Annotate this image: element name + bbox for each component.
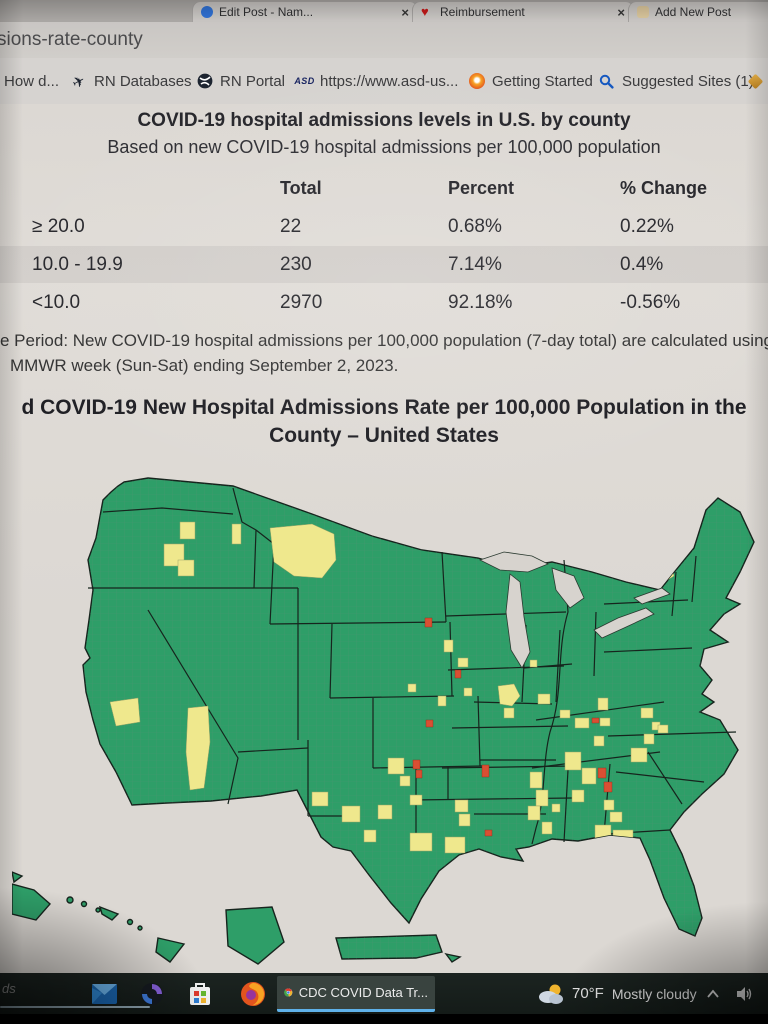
table-header-row: Total Percent % Change	[0, 170, 768, 207]
store-app-icon[interactable]	[188, 973, 212, 1014]
tab-label: Add New Post	[655, 5, 732, 19]
wordpress-favicon-icon	[201, 6, 213, 18]
bookmark-overflow[interactable]	[747, 58, 764, 104]
tab-label: Reimbursement	[440, 5, 525, 19]
globe-icon	[196, 73, 213, 90]
map-heading: d COVID-19 New Hospital Admissions Rate …	[21, 396, 747, 447]
col-header-total: Total	[280, 178, 322, 198]
chrome-icon	[284, 988, 293, 997]
heart-favicon-icon: ♥	[421, 3, 429, 19]
page-favicon-icon	[637, 6, 649, 18]
task-label: CDC COVID Data Tr...	[298, 985, 428, 1000]
weather-temp: 70°F	[572, 985, 604, 1002]
windows-taskbar: ds CDC COVID Data Tr...	[0, 973, 768, 1014]
loop-app-icon[interactable]	[140, 973, 164, 1014]
active-task-cdc-covid[interactable]: CDC COVID Data Tr...	[277, 976, 435, 1012]
alaska-inset	[11, 883, 51, 921]
hawaii-inset	[155, 937, 186, 963]
page-content: COVID-19 hospital admissions levels in U…	[0, 104, 768, 973]
tab-reimbursement[interactable]: ♥ Reimbursement ×	[412, 2, 634, 22]
bookmark-rn-portal[interactable]: RN Portal	[196, 58, 285, 104]
map-svg	[11, 477, 755, 965]
bookmark-how-d[interactable]: How d...	[4, 72, 60, 90]
tab-close-icon[interactable]: ×	[617, 4, 625, 20]
mail-app-icon[interactable]	[92, 973, 117, 1014]
report-title: COVID-19 hospital admissions levels in U…	[137, 110, 631, 131]
bookmark-asd-url[interactable]: ASD https://www.asd-us...	[294, 72, 459, 90]
monitor-bezel	[0, 1014, 768, 1024]
partly-cloudy-icon	[539, 984, 563, 1004]
plane-icon: ✈	[69, 70, 89, 92]
weather-condition: Mostly cloudy	[611, 985, 697, 1002]
dc-inset	[225, 906, 285, 965]
bookmark-getting-started[interactable]: Getting Started	[468, 58, 593, 104]
firefox-orange-icon	[468, 73, 485, 90]
table-row: 10.0 - 19.9 230 7.14% 0.4%	[0, 246, 768, 283]
bookmark-rn-databases[interactable]: ✈ RN Databases	[69, 58, 191, 104]
tab-close-icon[interactable]: ×	[401, 4, 409, 20]
report-subtitle: Based on new COVID-19 hospital admission…	[107, 137, 661, 157]
tray-chevron-icon[interactable]	[706, 973, 720, 1014]
col-header-change: % Change	[620, 178, 708, 198]
col-header-percent: Percent	[448, 178, 515, 198]
glare-streak	[0, 1006, 150, 1008]
taskbar-left-fragment: ds	[2, 981, 16, 996]
bookmark-suggested-sites[interactable]: Suggested Sites (1)	[598, 58, 754, 104]
search-icon	[598, 73, 615, 90]
us-county-map[interactable]	[11, 452, 756, 972]
browser-tab-strip: Edit Post - Nam... × ♥ Reimbursement × A…	[0, 0, 768, 22]
table-row: <10.0 2970 92.18% -0.56%	[32, 291, 681, 313]
weather-widget[interactable]: 70°F Mostly cloudy	[536, 973, 697, 1014]
volume-icon[interactable]	[736, 973, 754, 1014]
table-row: ≥ 20.0 22 0.68% 0.22%	[32, 215, 674, 237]
firefox-app-icon[interactable]	[240, 973, 266, 1014]
bookmarks-bar: How d... ✈ RN Databases RN Portal ASD ht…	[0, 58, 768, 105]
diamond-icon	[747, 73, 764, 89]
tab-add-new-post[interactable]: Add New Post ×	[628, 2, 768, 22]
time-period-footnote: e Period: New COVID-19 hospital admissio…	[0, 331, 768, 375]
tab-edit-post[interactable]: Edit Post - Nam... ×	[192, 2, 418, 22]
address-bar[interactable]: sions-rate-county	[0, 22, 768, 59]
tab-label: Edit Post - Nam...	[219, 5, 314, 19]
asd-badge-icon: ASD	[294, 76, 315, 86]
url-text: sions-rate-county	[0, 29, 143, 50]
